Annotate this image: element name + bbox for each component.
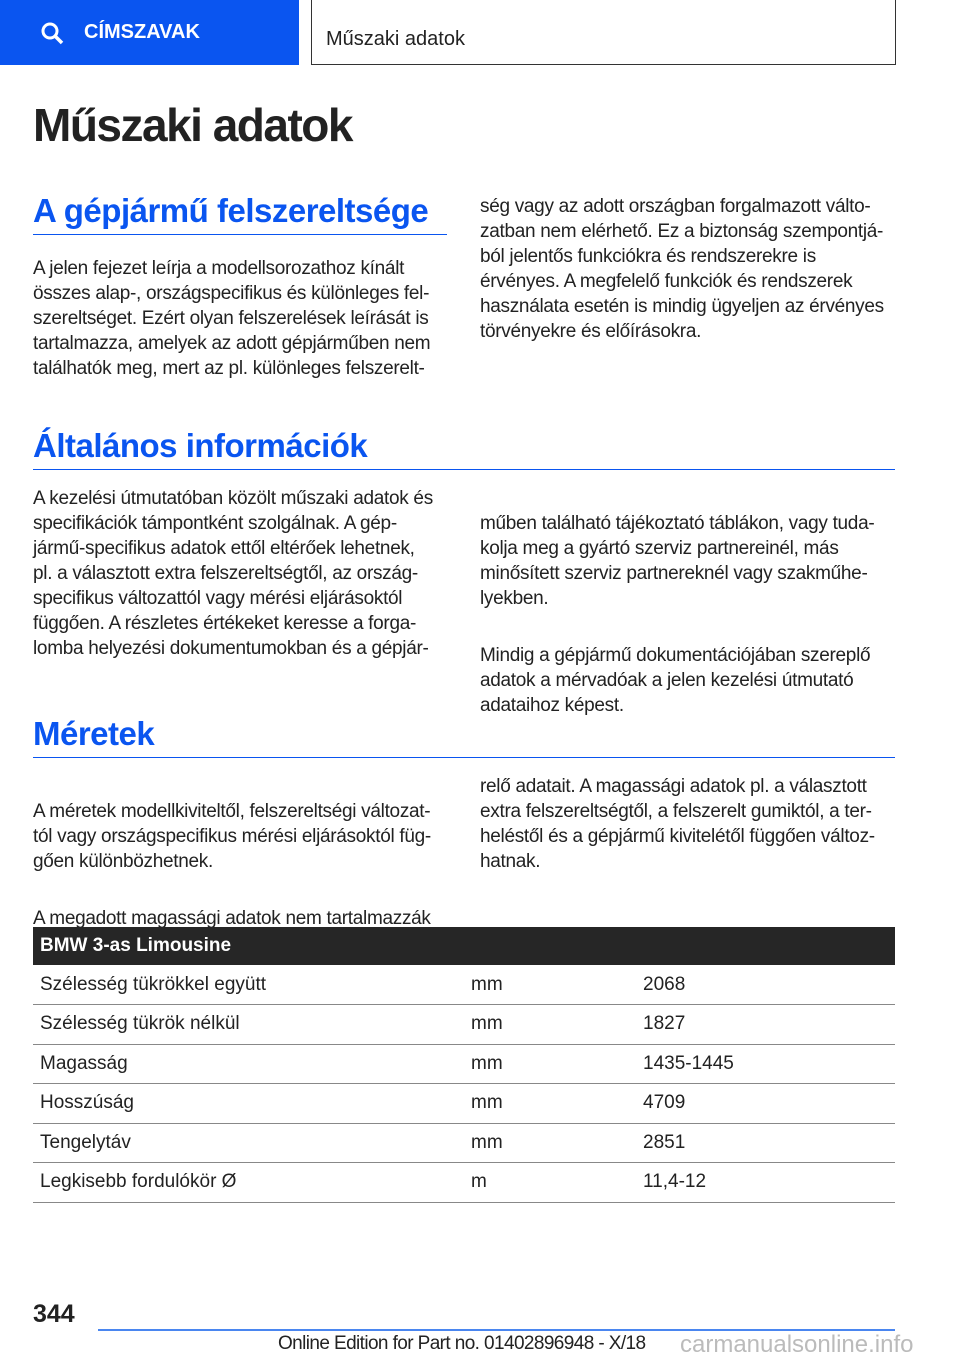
general-paragraph: műben található tájékoztató táblákon, va… [480, 513, 875, 609]
search-icon [41, 22, 64, 44]
row-label: Magasság [33, 1044, 464, 1084]
breadcrumb[interactable]: Műszaki adatok [311, 0, 896, 65]
row-unit: mm [464, 965, 636, 1005]
row-label: Szélesség tükrökkel együtt [33, 965, 464, 1005]
section-heading-dimensions: Méretek [33, 715, 895, 758]
search-label: CÍMSZAVAK [84, 21, 200, 43]
row-value: 1435-1445 [636, 1044, 895, 1084]
row-value: 1827 [636, 1004, 895, 1045]
table-title: BMW 3-as Limousine [33, 927, 895, 965]
row-label: Legkisebb fordulókör Ø [33, 1162, 464, 1203]
search-button[interactable]: CÍMSZAVAK [0, 0, 299, 65]
row-value: 2068 [636, 965, 895, 1005]
equipment-text-left: A jelen fejezet leírja a modellsorozatho… [33, 258, 431, 379]
general-text-left: A kezelési útmutatóban közölt műszaki ad… [33, 488, 433, 659]
footer-divider [98, 1329, 895, 1331]
table-row: Magasság mm 1435-1445 [33, 1044, 895, 1084]
table-row: Szélesség tükrökkel együtt mm 2068 [33, 965, 895, 1005]
dimensions-text-right: relő adatait. A magassági adatok pl. a v… [480, 776, 875, 872]
row-label: Szélesség tükrök nélkül [33, 1004, 464, 1045]
row-unit: m [464, 1162, 636, 1203]
section-heading-general: Általános információk [33, 427, 895, 470]
section-heading-equipment: A gépjármű felszereltsége [33, 192, 447, 235]
row-unit: mm [464, 1123, 636, 1163]
table-row: Hosszúság mm 4709 [33, 1083, 895, 1124]
general-text-right: műben található tájékoztató táblákon, va… [480, 486, 900, 743]
row-unit: mm [464, 1083, 636, 1124]
row-value: 2851 [636, 1123, 895, 1163]
row-label: Tengelytáv [33, 1123, 464, 1163]
row-unit: mm [464, 1004, 636, 1045]
row-value: 11,4-12 [636, 1162, 895, 1203]
dimensions-table: BMW 3-as Limousine Szélesség tükrökkel e… [33, 927, 895, 1203]
page-number: 344 [33, 1300, 75, 1328]
dimensions-paragraph: A méretek modellkiviteltől, felszereltsé… [33, 801, 431, 872]
row-value: 4709 [636, 1083, 895, 1124]
general-paragraph: Mindig a gépjármű dokumentációjában szer… [480, 645, 871, 716]
row-unit: mm [464, 1044, 636, 1084]
table-row: Tengelytáv mm 2851 [33, 1123, 895, 1163]
page-title: Műszaki adatok [33, 99, 354, 151]
edition-text: Online Edition for Part no. 01402896948 … [278, 1333, 646, 1354]
watermark: carmanualsonline.info [680, 1331, 914, 1358]
table-row: Szélesség tükrök nélkül mm 1827 [33, 1004, 895, 1045]
equipment-text-right: ség vagy az adott országban forgalmazott… [480, 196, 884, 342]
row-label: Hosszúság [33, 1083, 464, 1124]
